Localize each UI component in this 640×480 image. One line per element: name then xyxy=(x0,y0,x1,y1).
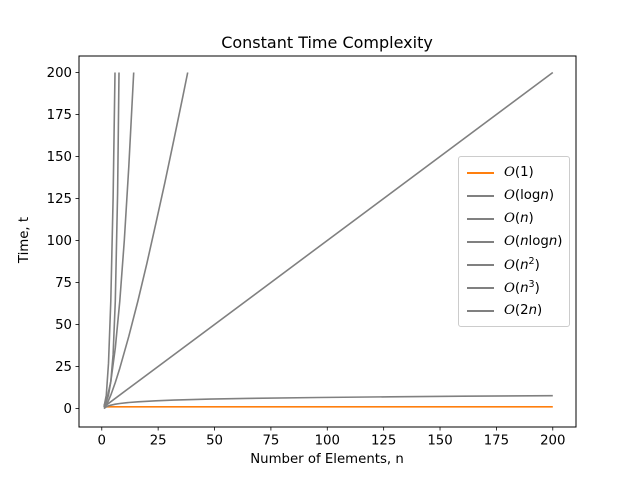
y-tick-label: 150 xyxy=(47,150,72,165)
y-axis-label: Time, t xyxy=(17,217,32,264)
series-line-o-log-n xyxy=(103,394,553,410)
x-tick-label: 50 xyxy=(206,434,223,449)
plot-dynamic-content: 0 25 50 75 100 125 150 175 200 0 25 50 75 100 125 150 17… xyxy=(47,55,577,449)
x-tick-label: 200 xyxy=(540,434,565,449)
x-tick-label: 0 xyxy=(98,434,106,449)
legend-item-label: O(n3) xyxy=(504,278,540,296)
legend-item-o-n-2: O(n2) xyxy=(459,254,569,275)
y-tick-label: 75 xyxy=(55,276,72,291)
legend-item-label: O(n2) xyxy=(504,255,540,273)
x-tick-label: 125 xyxy=(371,434,396,449)
legend-line-sample xyxy=(467,171,494,174)
legend-item-o-n-3: O(n3) xyxy=(459,277,569,298)
legend-item-o-2n: O(2n) xyxy=(459,300,569,321)
axes-spines xyxy=(78,55,577,428)
legend-item-label: O(1) xyxy=(504,164,534,180)
legend-item-o-log-n: O(logn) xyxy=(459,185,569,206)
legend-item-o-1: O(1) xyxy=(459,162,569,183)
y-tick-label: 200 xyxy=(47,66,72,81)
legend-line-sample xyxy=(467,286,494,289)
legend-item-label: O(n) xyxy=(504,210,534,226)
x-axis-label: Number of Elements, n xyxy=(250,452,404,467)
y-tick-label: 50 xyxy=(55,318,72,333)
y-tick-label: 25 xyxy=(55,360,72,375)
legend-item-label: O(nlogn) xyxy=(504,233,563,249)
legend-line-sample xyxy=(467,240,494,243)
legend-item-o-n-log-n: O(nlogn) xyxy=(459,231,569,252)
x-tick-label: 150 xyxy=(427,434,452,449)
x-tick-label: 75 xyxy=(262,434,279,449)
x-tick-label: 100 xyxy=(315,434,340,449)
y-tick-label: 125 xyxy=(47,192,72,207)
legend-line-sample xyxy=(467,309,494,312)
legend-item-o-n: O(n) xyxy=(459,208,569,229)
series-line-o-n xyxy=(103,71,554,408)
y-tick-label: 175 xyxy=(47,108,72,123)
y-tick-label: 100 xyxy=(47,234,72,249)
series-line-o-2n xyxy=(103,72,120,406)
legend-line-sample xyxy=(467,263,494,266)
chart-title: Constant Time Complexity xyxy=(221,33,433,52)
legend-item-label: O(logn) xyxy=(504,187,555,203)
x-tick-label: 25 xyxy=(150,434,167,449)
legend-line-sample xyxy=(467,217,494,220)
y-tick-label: 0 xyxy=(64,402,72,417)
series-line-o-n-log-n xyxy=(103,72,189,409)
x-tick-label: 175 xyxy=(484,434,509,449)
legend: O(1) O(logn) O(n) O(nlogn) O(n2) O(n3) O(2n) xyxy=(458,156,570,327)
series-line-o-n-3 xyxy=(103,72,116,407)
legend-item-label: O(2n) xyxy=(504,302,543,318)
legend-line-sample xyxy=(467,194,494,197)
